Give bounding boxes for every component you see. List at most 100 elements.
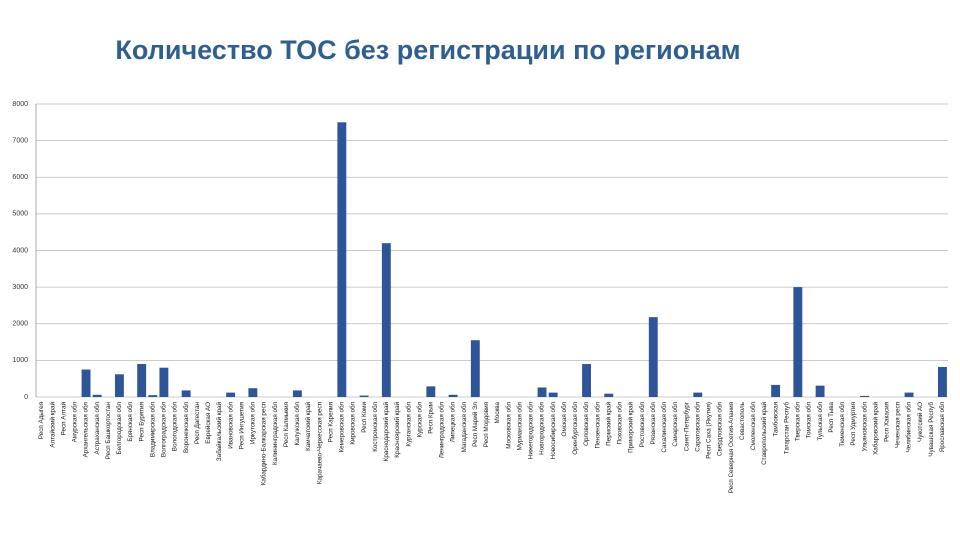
bar <box>771 384 781 397</box>
x-tick-label: Смоленская обл <box>749 402 757 450</box>
bar <box>92 394 102 397</box>
x-tick-label: Курская обл <box>415 402 423 438</box>
x-tick-label: Респ Мордовия <box>483 402 490 447</box>
x-tick-label: Красноярский край <box>393 402 401 458</box>
x-tick-label: Ульяновская обл <box>860 402 868 452</box>
bar <box>137 364 147 397</box>
x-tick-label: Респ Алтай <box>59 402 67 436</box>
bar <box>426 386 436 397</box>
x-tick-label: Севастополь <box>739 401 746 440</box>
bar <box>582 364 591 397</box>
bar <box>937 366 947 397</box>
y-tick-label: 8000 <box>12 101 28 108</box>
bar <box>793 287 803 397</box>
x-tick-label: Респ Коми <box>361 402 368 433</box>
x-tick-label: Сахалинская обл <box>660 402 668 453</box>
x-tick-label: Псковская обл <box>616 402 624 445</box>
y-tick-label: 0 <box>24 394 28 401</box>
x-tick-label: Свердловская обл <box>716 402 724 456</box>
x-tick-label: Брянская обл <box>126 402 134 442</box>
x-tick-label: Респ Ингушетия <box>238 402 245 449</box>
bar <box>226 392 236 397</box>
x-tick-label: Респ Северная Осетия-Алания <box>728 402 735 493</box>
x-tick-label: Ставропольский край <box>760 402 768 465</box>
bar <box>148 395 158 397</box>
x-tick-label: Еврейская АО <box>204 402 212 444</box>
x-tick-label: Кемеровская обл <box>338 402 346 453</box>
x-tick-label: Рязанская обл <box>649 402 657 445</box>
x-tick-label: Новосибирская обл <box>549 402 557 460</box>
bar <box>860 395 870 397</box>
x-tick-label: Тамбовская <box>771 402 779 437</box>
x-tick-label: Нижегородская обл <box>527 402 535 460</box>
x-tick-label: Ярославская обл <box>938 402 946 453</box>
x-tick-label: Магаданская обл <box>460 402 468 453</box>
bar <box>604 393 614 397</box>
x-tick-label: Санкт-Петербург <box>682 401 690 451</box>
x-tick-label: Томская обл <box>805 402 813 439</box>
x-tick-label: Респ Удмуртия <box>850 402 857 446</box>
x-tick-label: Алтайский край <box>48 402 56 448</box>
bar <box>815 385 825 397</box>
x-tick-label: Камчатский край <box>304 402 312 451</box>
x-tick-label: Челябинская обл <box>905 402 913 453</box>
x-tick-label: Новгородская обл <box>538 402 546 455</box>
x-tick-label: Архангельская обл <box>82 402 90 458</box>
y-tick-label: 3000 <box>12 284 28 291</box>
bar <box>248 388 258 397</box>
y-tick-label: 5000 <box>12 211 28 218</box>
bar <box>114 374 124 397</box>
x-tick-label: Липецкая обл <box>449 402 457 443</box>
x-tick-label: Тверская обл <box>794 402 802 441</box>
x-tick-label: Респ Хакасия <box>884 402 891 442</box>
x-tick-label: Волгоградская обл <box>160 402 168 457</box>
bar <box>693 392 703 397</box>
x-tick-label: Кабардино-Балкарская респ <box>260 402 268 485</box>
x-tick-label: Ростовская обл <box>638 402 646 448</box>
bar <box>159 367 169 397</box>
bar <box>448 394 458 397</box>
x-tick-label: Пермский край <box>604 402 612 446</box>
bar <box>181 390 191 397</box>
x-tick-label: Краснодарский край <box>382 402 390 462</box>
x-tick-label: Оренбургская обл <box>571 402 579 455</box>
x-tick-label: Приморский край <box>627 402 635 453</box>
x-tick-label: Чеченская респ <box>895 402 902 448</box>
x-tick-label: Респ Саха (Якутия) <box>706 402 713 459</box>
x-tick-label: Белгородская обл <box>115 402 123 455</box>
y-tick-label: 2000 <box>12 321 28 328</box>
x-tick-label: Ивановская обл <box>226 402 234 449</box>
x-tick-label: Владимирская обл <box>148 402 156 457</box>
bar <box>537 387 547 397</box>
x-tick-label: Курганская обл <box>404 402 412 447</box>
x-tick-label: Тюменская обл <box>838 402 846 447</box>
x-tick-label: Респ Карелия <box>327 402 334 442</box>
x-tick-label: Респ Дагестан <box>194 401 201 444</box>
y-tick-label: 4000 <box>12 247 28 254</box>
x-tick-label: Респ Бурятия <box>138 402 145 441</box>
bar <box>548 392 558 397</box>
x-tick-label: Самарская обл <box>671 402 679 447</box>
x-tick-label: Московская обл <box>504 402 512 449</box>
bar <box>470 340 480 397</box>
bar <box>292 390 302 397</box>
bar <box>359 395 369 397</box>
x-tick-label: Омская обл <box>560 402 568 437</box>
x-tick-label: Респ Марий Эл <box>471 402 479 447</box>
bar <box>648 317 658 397</box>
x-tick-label: Саратовская обл <box>693 402 701 452</box>
y-tick-label: 7000 <box>12 137 28 144</box>
x-tick-label: Кировская обл <box>349 402 357 445</box>
x-tick-label: Пензенская обл <box>593 402 601 449</box>
x-tick-label: Респ Тыва <box>828 402 835 433</box>
x-tick-label: Респ Крым <box>428 402 435 434</box>
x-tick-label: Ленинградская обл <box>438 402 446 459</box>
x-tick-label: Респ Калмыкия <box>283 402 290 447</box>
x-tick-label: Калининградская обл <box>271 402 279 465</box>
x-tick-label: Иркутская обл <box>249 402 257 444</box>
x-tick-label: Тульская обл <box>816 402 824 441</box>
x-tick-label: Вологодская обл <box>171 402 179 452</box>
y-tick-label: 6000 <box>12 174 28 181</box>
x-tick-label: Костромская обл <box>371 402 379 452</box>
